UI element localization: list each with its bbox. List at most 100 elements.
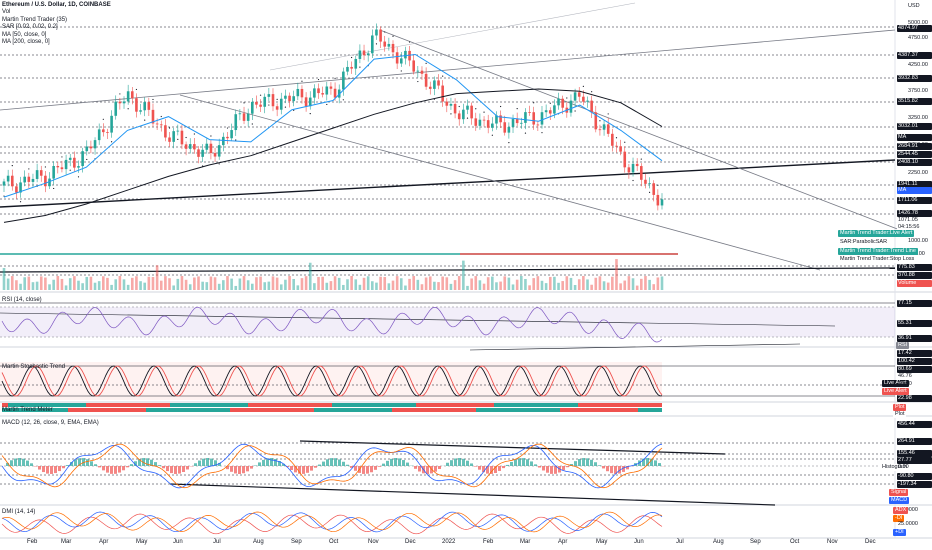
volume-bar bbox=[139, 281, 142, 290]
volume-bar bbox=[611, 276, 614, 290]
trend-meter-cell bbox=[566, 408, 572, 412]
candle bbox=[499, 115, 502, 123]
macd-histogram-bar bbox=[418, 466, 421, 472]
candle bbox=[27, 176, 31, 182]
volume-bar bbox=[238, 278, 242, 290]
sar-dot bbox=[425, 62, 427, 64]
volume-bar bbox=[68, 278, 72, 290]
macd-histogram-bar bbox=[374, 466, 377, 470]
stoch-level-5: 40.00 bbox=[898, 381, 912, 387]
candle bbox=[267, 94, 271, 97]
sar-dot bbox=[268, 104, 270, 106]
macd-histogram-bar bbox=[434, 466, 437, 472]
macd-histogram-bar bbox=[198, 460, 201, 466]
rsi-title[interactable]: RSI (14, close) bbox=[2, 297, 42, 303]
macd-histogram-bar bbox=[226, 466, 229, 470]
macd-histogram-bar bbox=[466, 460, 469, 466]
macd-level-4: 27.77 bbox=[897, 457, 932, 464]
macd-histogram-bar bbox=[646, 458, 649, 466]
candle bbox=[197, 149, 200, 157]
macd-tag: MACD bbox=[889, 497, 910, 504]
macd-title[interactable]: MACD (12, 26, close, 9, EMA, EMA) bbox=[2, 420, 99, 426]
macd-histogram-bar bbox=[170, 466, 173, 474]
candle bbox=[97, 129, 101, 141]
price-level-tag: 370.88 bbox=[897, 272, 932, 279]
trend-meter-cell bbox=[500, 408, 506, 412]
trend-meter-cell bbox=[482, 408, 488, 412]
price-level-tag: 3032.01 bbox=[897, 123, 932, 130]
price-tick: 1000.00 bbox=[908, 238, 928, 244]
ma200-line bbox=[3, 88, 663, 223]
trend-meter-cell bbox=[182, 408, 188, 412]
candle bbox=[56, 165, 60, 168]
candle bbox=[85, 146, 89, 152]
volume-bar bbox=[375, 282, 378, 290]
candle bbox=[135, 98, 138, 112]
candle bbox=[644, 179, 647, 184]
volume-bar bbox=[623, 280, 627, 290]
candle bbox=[10, 175, 14, 187]
sar-dot bbox=[193, 133, 195, 135]
sar-dot bbox=[293, 109, 295, 111]
indicator-vol[interactable]: Vol bbox=[2, 9, 11, 16]
indicator-sar[interactable]: SAR [0.02, 0.02, 0.2] bbox=[2, 24, 58, 31]
trend-meter-cell bbox=[104, 408, 110, 412]
macd-histogram-bar bbox=[54, 466, 57, 474]
volume-bar bbox=[48, 284, 51, 290]
sar-dot bbox=[301, 80, 303, 82]
sar-dot bbox=[648, 191, 651, 193]
plus-di-line bbox=[1, 511, 663, 533]
trend-meter-cell bbox=[446, 408, 452, 412]
macd-histogram-bar bbox=[282, 463, 285, 466]
candle bbox=[217, 145, 221, 157]
indicator-ma50[interactable]: MA [50, close, 0] bbox=[2, 31, 47, 38]
histogram-tag: Histogram bbox=[880, 464, 910, 471]
sar-dot bbox=[135, 88, 138, 91]
candle bbox=[553, 105, 556, 114]
volume-bar bbox=[2, 268, 6, 290]
candle bbox=[524, 112, 527, 123]
volume-bar bbox=[656, 277, 660, 290]
trend-meter-cell bbox=[68, 403, 74, 407]
stoch-title[interactable]: Martin Stochastic Trend bbox=[2, 364, 66, 370]
trend-meter-cell bbox=[80, 408, 86, 412]
candle bbox=[515, 119, 519, 124]
trend-meter-cell bbox=[158, 408, 164, 412]
trend-meter-cell bbox=[362, 408, 368, 412]
volume-bar bbox=[155, 265, 159, 290]
sar-dot bbox=[549, 102, 551, 104]
sar-dot bbox=[160, 115, 162, 118]
candle bbox=[19, 182, 22, 193]
candle bbox=[271, 94, 275, 107]
candle bbox=[635, 163, 639, 167]
sar-dot bbox=[3, 195, 5, 197]
macd-histogram-bar bbox=[310, 466, 313, 471]
volume-bar bbox=[420, 284, 424, 290]
trend-meter-title[interactable]: Martin Trend Meter bbox=[2, 407, 53, 413]
dmi-title[interactable]: DMI (14, 14) bbox=[2, 509, 36, 515]
macd-histogram-bar bbox=[366, 466, 369, 474]
volume-bar bbox=[491, 276, 494, 290]
volume-bar bbox=[627, 276, 631, 290]
macd-histogram-bar bbox=[414, 466, 417, 469]
trend-meter-cell bbox=[236, 408, 242, 412]
candle bbox=[213, 153, 217, 157]
indicator-martin[interactable]: Martin Trend Trader (35) bbox=[2, 16, 68, 23]
trend-meter-cell bbox=[626, 408, 632, 412]
macd-histogram-bar bbox=[378, 466, 381, 467]
macd-histogram-bar bbox=[326, 459, 329, 466]
plot-tag-1: Plot bbox=[893, 404, 907, 411]
trend-meter-cell bbox=[488, 408, 494, 412]
macd-histogram-bar bbox=[294, 466, 297, 473]
trend-meter-cell bbox=[188, 403, 194, 407]
sar-dot bbox=[657, 184, 659, 186]
indicator-ma200[interactable]: MA [200, close, 0] bbox=[2, 39, 50, 46]
symbol-title[interactable]: Ethereum / U.S. Dollar, 1D, COINBASE bbox=[2, 2, 111, 8]
plus-di-tag: +DI bbox=[893, 529, 906, 536]
macd-histogram-bar bbox=[206, 458, 209, 466]
macd-histogram-bar bbox=[250, 466, 253, 469]
volume-bar bbox=[329, 281, 333, 290]
volume-bar bbox=[482, 283, 486, 290]
macd-level-1: 456.44 bbox=[897, 421, 932, 428]
